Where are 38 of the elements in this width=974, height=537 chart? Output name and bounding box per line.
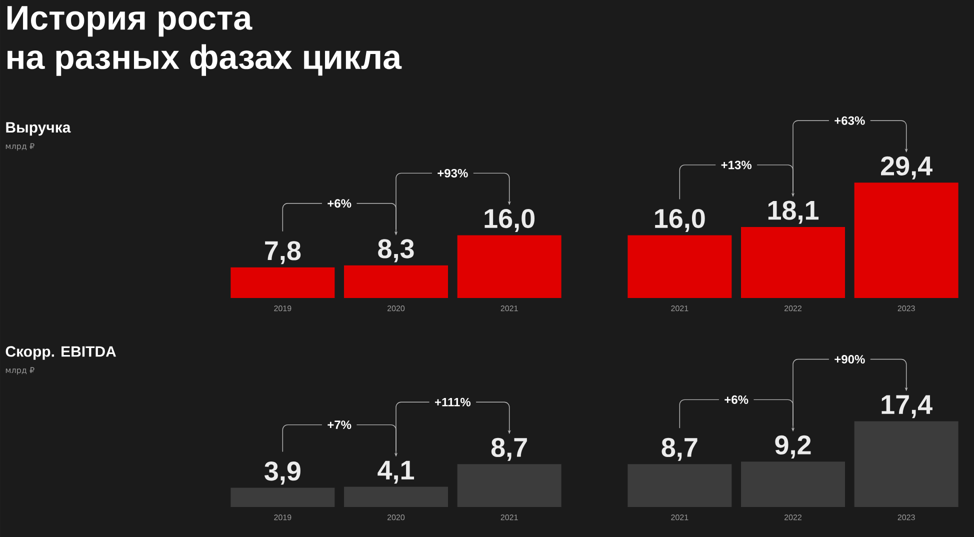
text: +7%	[328, 420, 352, 430]
x-tick-label: 2020	[388, 514, 405, 520]
x-tick-label: 2019	[274, 514, 292, 520]
data-label: 3,9	[264, 462, 300, 485]
data-label: 17,4	[882, 395, 932, 418]
x-tick-label: 2023	[898, 306, 915, 312]
x-tick-label: 2019	[274, 306, 292, 312]
text: млрд ₽	[6, 367, 34, 375]
data-label: 29,4	[881, 156, 932, 180]
data-label: 8,7	[491, 438, 527, 461]
text: +90%	[834, 355, 865, 364]
x-tick-label: 2023	[898, 514, 915, 520]
data-label: 18,1	[768, 200, 819, 224]
text: +93%	[438, 168, 468, 178]
data-label: 8,3	[378, 239, 414, 262]
text: на разных фазах цикла	[8, 44, 402, 76]
x-tick-label: 2020	[388, 306, 405, 312]
y-axis-title: Скорр. EBITDA	[6, 346, 116, 360]
text: +13%	[721, 160, 752, 170]
x-tick-label: 2021	[671, 514, 688, 520]
x-tick-label: 2021	[500, 514, 518, 520]
data-label: 4,1	[378, 460, 414, 484]
text: +6%	[328, 199, 352, 208]
text: История роста	[7, 6, 252, 37]
data-label: 7,8	[265, 241, 301, 264]
text: млрд ₽	[6, 143, 34, 151]
x-tick-label: 2021	[500, 306, 518, 312]
data-label: 16,0	[655, 208, 705, 232]
data-label: 8,7	[662, 438, 698, 461]
text: +63%	[834, 116, 865, 125]
text: +111%	[434, 398, 471, 406]
text: +6%	[724, 395, 748, 404]
data-label: 9,2	[775, 435, 811, 458]
x-tick-label: 2021	[671, 306, 688, 312]
x-tick-label: 2022	[784, 306, 802, 312]
x-tick-label: 2022	[784, 514, 802, 520]
data-label: 16,0	[484, 208, 535, 232]
y-axis-title: Выручка	[6, 122, 71, 136]
